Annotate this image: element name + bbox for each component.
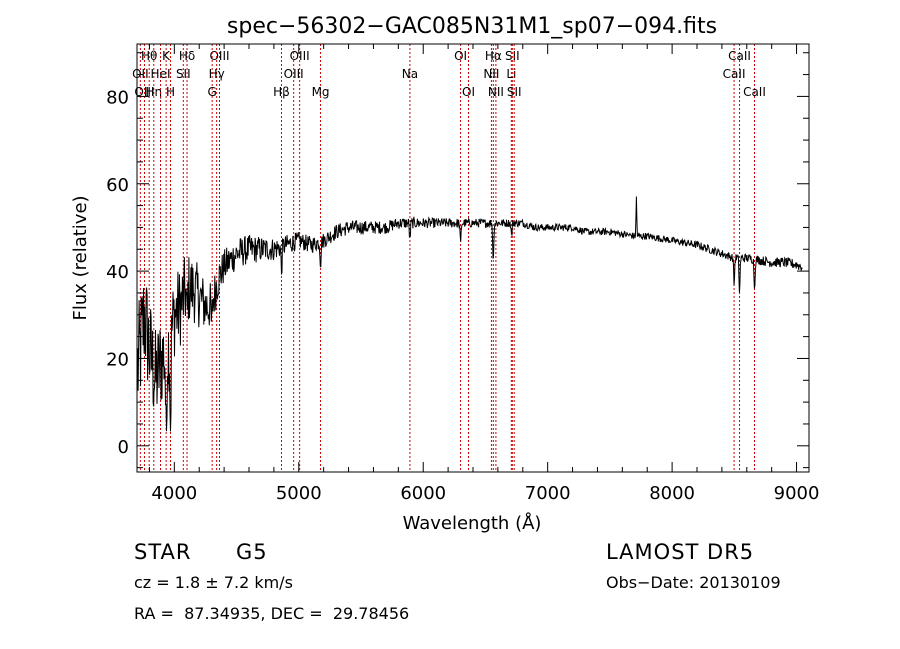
line-marker-label: CaII <box>723 67 746 81</box>
line-marker-label: Hβ <box>273 85 290 99</box>
line-marker-label: Mg <box>312 85 330 99</box>
line-marker-label: K <box>162 49 171 63</box>
x-tick-label: 7000 <box>525 483 571 504</box>
line-marker-label: Hη <box>145 85 162 99</box>
line-marker-label: SII <box>507 85 522 99</box>
line-marker-label: Hδ <box>179 49 195 63</box>
line-marker-label: Hθ <box>141 49 157 63</box>
y-axis-label: Flux (relative) <box>70 195 91 320</box>
line-marker-label: CaII <box>743 85 766 99</box>
line-marker-label: HeI <box>151 67 171 81</box>
line-marker-label: CaII <box>728 49 751 63</box>
line-marker-label: OI <box>454 49 467 63</box>
line-marker-label: SII <box>176 67 191 81</box>
obs-date-label: Obs−Date: 20130109 <box>606 573 781 592</box>
line-marker-label: H <box>166 85 175 99</box>
x-tick-label: 9000 <box>774 483 820 504</box>
line-marker-label: Hγ <box>209 67 225 81</box>
line-marker-label: NII <box>483 67 499 81</box>
subclass-label: G5 <box>236 540 268 564</box>
line-marker-label: OIII <box>290 49 310 63</box>
y-tick-label: 20 <box>106 349 129 370</box>
line-marker-label: SII <box>505 49 520 63</box>
line-marker-label: Hα <box>485 49 502 63</box>
y-tick-label: 40 <box>106 262 129 283</box>
chart-title: spec−56302−GAC085N31M1_sp07−094.fits <box>227 14 717 39</box>
line-marker-label: OIII <box>284 67 304 81</box>
y-axis: 0 20 40 60 80 <box>106 52 809 469</box>
spectrum-line <box>137 196 803 432</box>
line-marker-label: Na <box>402 67 418 81</box>
survey-label: LAMOST DR5 <box>606 540 755 564</box>
x-tick-label: 6000 <box>400 483 446 504</box>
x-tick-label: 4000 <box>151 483 197 504</box>
line-marker-label: OIII <box>134 85 154 99</box>
y-tick-label: 0 <box>118 437 129 458</box>
redshift-label: cz = 1.8 ± 7.2 km/s <box>134 573 293 592</box>
y-tick-label: 60 <box>106 175 129 196</box>
y-tick-label: 80 <box>106 87 129 108</box>
class-label: STAR <box>134 540 192 564</box>
line-marker-label: NII <box>488 85 504 99</box>
line-marker-label: OI <box>462 85 475 99</box>
line-marker-label: OII <box>132 67 149 81</box>
line-marker-label: G <box>208 85 217 99</box>
x-tick-label: 5000 <box>276 483 322 504</box>
x-axis-label: Wavelength (Å) <box>403 512 542 534</box>
coordinates-label: RA = 87.34935, DEC = 29.78456 <box>134 604 410 623</box>
line-marker-label: Li <box>506 67 516 81</box>
line-marker-label: OIII <box>209 49 229 63</box>
x-axis: 4000 5000 6000 7000 8000 9000 <box>148 44 820 504</box>
x-tick-label: 8000 <box>649 483 695 504</box>
